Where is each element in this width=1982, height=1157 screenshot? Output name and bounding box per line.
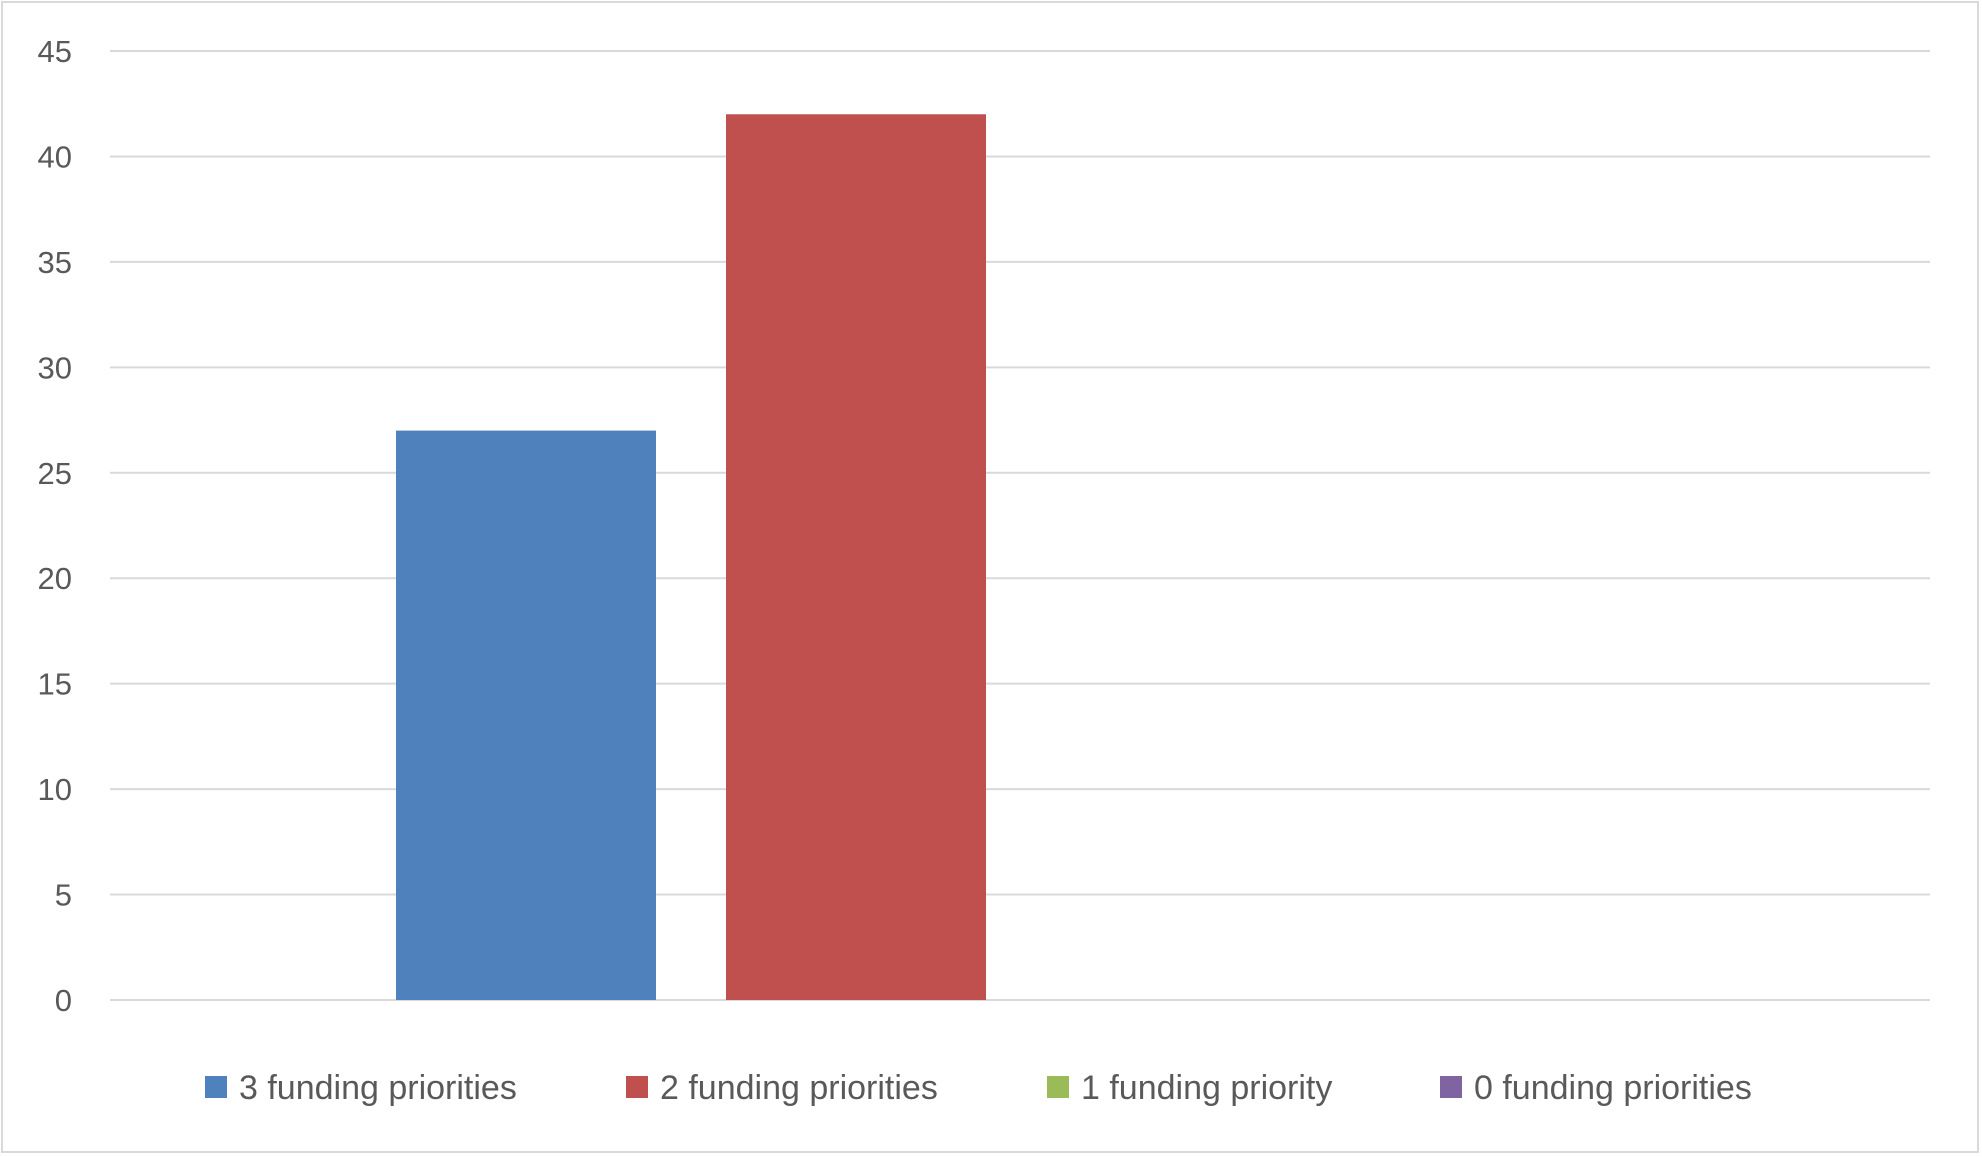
y-tick-label: 35	[38, 245, 72, 280]
y-tick-label: 30	[38, 350, 72, 385]
legend-swatch	[1440, 1076, 1462, 1098]
y-tick-label: 45	[38, 34, 72, 69]
legend-swatch	[1047, 1076, 1069, 1098]
legend-swatch	[626, 1076, 648, 1098]
legend-label: 3 funding priorities	[239, 1069, 517, 1107]
gridlines	[110, 50, 1930, 1001]
legend-label: 1 funding priority	[1081, 1069, 1332, 1107]
y-tick-label: 25	[38, 456, 72, 491]
y-tick-label: 0	[55, 983, 72, 1018]
legend-swatch	[205, 1076, 227, 1098]
y-tick-label: 20	[38, 561, 72, 596]
bar-2-funding-priorities	[726, 114, 986, 1001]
y-tick-label: 15	[38, 667, 72, 702]
legend-label: 2 funding priorities	[660, 1069, 938, 1107]
y-axis-tick-labels: 0 5 10 15 20 25 30 35 40 45	[38, 34, 72, 1018]
bar-3-funding-priorities	[396, 430, 656, 1001]
legend: 3 funding priorities 2 funding priorities…	[205, 1069, 1752, 1107]
bars	[396, 114, 986, 1001]
y-tick-label: 10	[38, 772, 72, 807]
legend-label: 0 funding priorities	[1474, 1069, 1752, 1107]
y-tick-label: 5	[55, 878, 72, 913]
y-tick-label: 40	[38, 139, 72, 174]
